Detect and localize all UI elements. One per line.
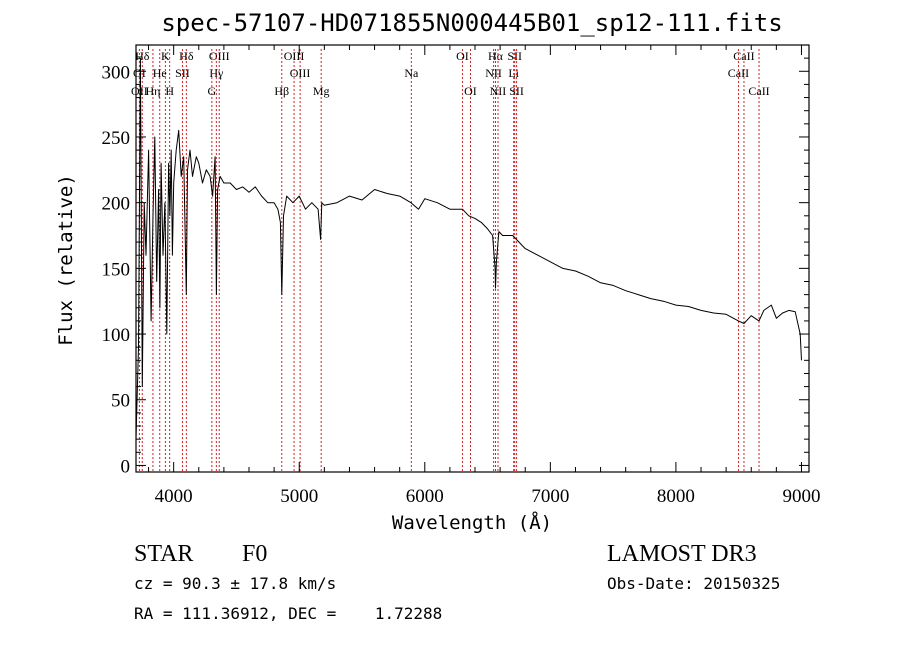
object-subclass: F0 [242, 541, 267, 567]
line-label: OIII [284, 49, 305, 63]
y-tick-label: 250 [102, 128, 131, 149]
x-tick-label: 6000 [406, 486, 444, 507]
line-label: Hβ [274, 84, 289, 98]
line-label: He [153, 66, 167, 80]
line-label: Na [404, 66, 419, 80]
spectrum-line [135, 57, 802, 440]
y-tick-label: 150 [102, 259, 131, 280]
line-label: SII [509, 84, 524, 98]
line-label: G [208, 84, 217, 98]
line-label: NII [490, 84, 507, 98]
line-label: SII [175, 66, 190, 80]
chart-title: spec-57107-HD071855N000445B01_sp12-111.f… [161, 9, 782, 37]
line-label: OI [456, 49, 469, 63]
x-axis-ticks: 4000 5000 6000 7000 8000 9000 [148, 45, 820, 507]
line-label: Hδ [179, 49, 194, 63]
line-label: Mg [313, 84, 330, 98]
x-tick-label: 4000 [155, 486, 193, 507]
object-type: STAR [134, 541, 193, 567]
y-tick-label: 200 [102, 194, 131, 215]
y-tick-label: 0 [121, 456, 131, 477]
x-tick-label: 5000 [280, 486, 318, 507]
line-label: NII [485, 66, 502, 80]
line-label: Hγ [209, 66, 224, 80]
y-axis-label: Flux (relative) [55, 174, 77, 346]
line-label: Hδ [135, 49, 150, 63]
line-label: Li [508, 66, 519, 80]
plot-frame [135, 44, 810, 473]
y-tick-label: 100 [102, 325, 131, 346]
survey-name: LAMOST DR3 [607, 541, 757, 567]
line-label: CaII [733, 49, 754, 63]
line-label: CaII [728, 66, 749, 80]
x-tick-label: 8000 [657, 486, 695, 507]
line-label: OII [131, 84, 148, 98]
line-label: OI [464, 84, 477, 98]
line-label: OIII [209, 49, 230, 63]
y-axis-ticks: 0 50 100 150 200 250 300 [102, 57, 809, 477]
x-tick-label: 7000 [531, 486, 569, 507]
y-tick-label: 50 [111, 391, 130, 412]
coordinates: RA = 111.36912, DEC = 1.72288 [134, 604, 442, 623]
line-label: SII [507, 49, 522, 63]
y-tick-label: 300 [102, 62, 131, 83]
observation-date: Obs-Date: 20150325 [607, 574, 780, 593]
line-label: K [161, 49, 170, 63]
x-axis-label: Wavelength (Å) [392, 511, 552, 534]
line-label: Hα [488, 49, 504, 63]
redshift-cz: cz = 90.3 ± 17.8 km/s [134, 574, 336, 593]
line-label: CaII [748, 84, 769, 98]
line-label: OI [133, 66, 146, 80]
x-tick-label: 9000 [782, 486, 820, 507]
line-label: OIII [290, 66, 311, 80]
line-label: Hη [145, 84, 160, 98]
line-label: H [165, 84, 174, 98]
